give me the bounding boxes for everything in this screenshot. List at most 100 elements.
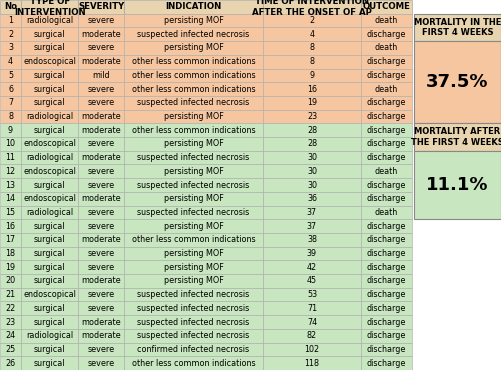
Bar <box>78 315 124 329</box>
Bar <box>21 343 78 356</box>
Text: persisting MOF: persisting MOF <box>163 263 223 272</box>
Bar <box>263 123 361 137</box>
Text: moderate: moderate <box>81 331 121 340</box>
Text: endoscopical: endoscopical <box>23 290 76 299</box>
Text: MORTALITY AFTER
THE FIRST 4 WEEKS: MORTALITY AFTER THE FIRST 4 WEEKS <box>411 127 501 147</box>
Text: 1: 1 <box>8 16 13 25</box>
Bar <box>124 55 263 68</box>
Text: radiological: radiological <box>26 153 73 162</box>
Text: persisting MOF: persisting MOF <box>163 112 223 121</box>
Text: moderate: moderate <box>81 57 121 66</box>
Text: suspected infected necrosis: suspected infected necrosis <box>137 331 249 340</box>
Bar <box>124 288 263 302</box>
Text: severe: severe <box>88 222 115 231</box>
Text: persisting MOF: persisting MOF <box>163 43 223 53</box>
Text: OUTCOME: OUTCOME <box>363 2 410 11</box>
Text: severe: severe <box>88 139 115 148</box>
Text: 4: 4 <box>310 30 315 39</box>
Bar <box>361 288 412 302</box>
Text: confirmed infected necrosis: confirmed infected necrosis <box>137 345 249 354</box>
Bar <box>0 260 21 274</box>
Bar <box>78 260 124 274</box>
Text: moderate: moderate <box>81 112 121 121</box>
Text: 118: 118 <box>305 359 320 368</box>
Text: endoscopical: endoscopical <box>23 194 76 203</box>
Bar <box>361 274 412 288</box>
Bar <box>0 274 21 288</box>
Text: 2: 2 <box>310 16 315 25</box>
Text: moderate: moderate <box>81 153 121 162</box>
Text: persisting MOF: persisting MOF <box>163 276 223 285</box>
Text: discharge: discharge <box>367 98 406 107</box>
Text: 13: 13 <box>6 181 16 189</box>
Bar <box>124 137 263 151</box>
Bar <box>0 137 21 151</box>
Bar <box>361 247 412 260</box>
Text: 16: 16 <box>307 85 317 94</box>
Text: endoscopical: endoscopical <box>23 167 76 176</box>
Text: 8: 8 <box>310 57 315 66</box>
Text: surgical: surgical <box>34 126 65 135</box>
Bar <box>361 356 412 370</box>
Bar <box>263 206 361 219</box>
Bar <box>0 233 21 247</box>
Bar <box>124 123 263 137</box>
Text: No: No <box>4 2 17 11</box>
Text: 5: 5 <box>8 71 13 80</box>
Text: 10: 10 <box>6 139 16 148</box>
Bar <box>21 233 78 247</box>
Text: discharge: discharge <box>367 304 406 313</box>
Text: surgical: surgical <box>34 276 65 285</box>
Text: discharge: discharge <box>367 194 406 203</box>
Text: persisting MOF: persisting MOF <box>163 194 223 203</box>
Text: 23: 23 <box>307 112 317 121</box>
Text: persisting MOF: persisting MOF <box>163 249 223 258</box>
Text: discharge: discharge <box>367 126 406 135</box>
Bar <box>0 302 21 315</box>
Text: 38: 38 <box>307 235 317 244</box>
Text: 19: 19 <box>307 98 317 107</box>
Bar <box>21 151 78 164</box>
Bar <box>263 329 361 343</box>
Bar <box>263 110 361 123</box>
Text: discharge: discharge <box>367 249 406 258</box>
Bar <box>78 329 124 343</box>
Bar <box>361 233 412 247</box>
Text: surgical: surgical <box>34 304 65 313</box>
Bar <box>21 247 78 260</box>
Text: surgical: surgical <box>34 71 65 80</box>
Bar <box>0 151 21 164</box>
Bar <box>263 302 361 315</box>
Text: 102: 102 <box>305 345 320 354</box>
Bar <box>0 82 21 96</box>
Text: other less common indications: other less common indications <box>132 85 255 94</box>
Text: 8: 8 <box>8 112 13 121</box>
Bar <box>124 315 263 329</box>
Text: surgical: surgical <box>34 43 65 53</box>
Text: other less common indications: other less common indications <box>132 235 255 244</box>
Text: persisting MOF: persisting MOF <box>163 222 223 231</box>
Bar <box>361 137 412 151</box>
Text: discharge: discharge <box>367 235 406 244</box>
Text: 30: 30 <box>307 181 317 189</box>
Text: surgical: surgical <box>34 359 65 368</box>
Bar <box>78 192 124 206</box>
Bar <box>0 192 21 206</box>
Bar <box>361 41 412 55</box>
Bar <box>124 247 263 260</box>
Bar <box>361 192 412 206</box>
Text: mild: mild <box>92 71 110 80</box>
Text: discharge: discharge <box>367 30 406 39</box>
Bar <box>78 68 124 82</box>
Text: severe: severe <box>88 181 115 189</box>
Bar <box>414 14 501 41</box>
Text: severe: severe <box>88 249 115 258</box>
Text: suspected infected necrosis: suspected infected necrosis <box>137 181 249 189</box>
Bar <box>78 302 124 315</box>
Bar <box>0 178 21 192</box>
Text: radiological: radiological <box>26 16 73 25</box>
Bar <box>21 0 78 14</box>
Bar <box>414 151 501 219</box>
Text: moderate: moderate <box>81 30 121 39</box>
Text: 11.1%: 11.1% <box>426 176 488 194</box>
